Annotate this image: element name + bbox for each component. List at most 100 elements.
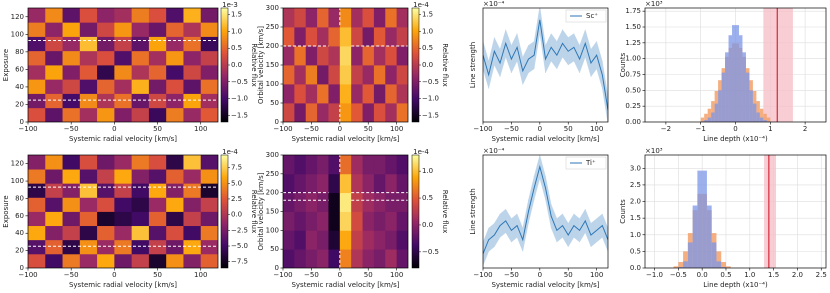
heat-cell [362, 8, 375, 28]
y-axis-label: Counts [619, 199, 627, 224]
x-axis-label: Systemic radial velocity [km/s] [69, 281, 177, 289]
x-tick-label: 1 [768, 125, 772, 133]
y-tick-label: 120 [11, 160, 24, 168]
heat-cell [148, 22, 167, 37]
hist-bar [702, 170, 707, 268]
hist-bar [721, 262, 726, 268]
heat-cell [62, 36, 81, 52]
line [483, 19, 608, 111]
heat-cell [328, 230, 341, 250]
heat-cell [114, 197, 133, 212]
heat-cell [28, 225, 46, 241]
colorbar-tick-label: 5.0 [231, 179, 242, 187]
heat-cell [62, 225, 81, 241]
heat-cell [114, 169, 133, 184]
x-axis-label: Systemic radial velocity [km/s] [291, 135, 399, 143]
panel: Sc⁺ ×10⁻⁴ −100 −50 0 50 100 Systemic radial vel… [469, 0, 609, 143]
y-tick-label: 3.0 [630, 164, 641, 172]
heat-cell [97, 239, 115, 255]
heat-cell [283, 249, 295, 268]
heat-cell [183, 211, 202, 227]
y-tick-label: 100 [11, 177, 24, 185]
heat-cell [45, 65, 63, 80]
heat-cell [373, 173, 386, 194]
heat-cell [62, 8, 81, 23]
colorbar-tick-label: 0.0 [422, 61, 433, 69]
heat-cell [131, 253, 150, 268]
heat-cell [317, 27, 329, 47]
y-tick-label: 0 [275, 264, 279, 272]
heat-cell [385, 46, 398, 66]
x-tick-label: −50 [64, 125, 79, 133]
heat-cell [79, 211, 98, 227]
heat-cell [373, 103, 386, 122]
hist-bar [745, 72, 750, 122]
heat-cell [351, 192, 363, 212]
heat-cell [28, 8, 46, 23]
heat-cell [62, 65, 81, 80]
hist-bar [763, 113, 767, 122]
heat-cell [131, 183, 150, 198]
heat-cell [294, 173, 307, 194]
axes-frame [27, 154, 219, 269]
hist-bar [687, 242, 693, 268]
heat-cell [79, 36, 98, 52]
heat-cell [362, 46, 375, 66]
heat-cell [200, 79, 218, 94]
heat-cell [79, 50, 98, 66]
hist-bar [756, 101, 760, 122]
heat-cell [362, 230, 375, 250]
heat-cell [396, 8, 408, 28]
heat-cell [148, 65, 167, 80]
heat-cell [339, 249, 352, 268]
heat-cell [79, 22, 98, 37]
heat-cell [328, 27, 341, 47]
colorbar [411, 7, 420, 123]
colorbar-scale: 1e-4 [413, 1, 429, 9]
y-tick-label: 0.0 [630, 264, 641, 272]
y-tick-label: 100 [11, 30, 24, 38]
y-tick-label: 20 [15, 247, 24, 255]
colorbar-tick-label: 0.0 [231, 61, 242, 69]
heat-cell [373, 249, 386, 268]
heat-cell [131, 225, 150, 241]
colorbar-tick-label: −1.0 [422, 95, 439, 103]
heat-cell [114, 239, 133, 255]
x-tick-label: 0 [112, 271, 116, 279]
heat-cell [351, 46, 363, 66]
heat-cell [114, 22, 133, 37]
heat-cell [148, 239, 167, 255]
legend-box [565, 156, 607, 170]
heat-cell [148, 50, 167, 66]
heat-cell [328, 84, 341, 104]
colorbar-tick-label: −1.5 [422, 111, 439, 119]
colorbar-tick-label: 0.0 [231, 211, 242, 219]
hist-bar [721, 267, 726, 268]
hist-bar [704, 120, 708, 122]
heat-cell [339, 192, 352, 212]
heat-cell [200, 93, 218, 109]
heat-cell [45, 211, 63, 227]
heat-cell [305, 211, 318, 231]
hist-bar [759, 108, 764, 122]
colorbar [411, 154, 420, 269]
heat-cell [305, 84, 318, 104]
y-axis-label: Counts [619, 52, 627, 77]
hist-bar [716, 261, 722, 268]
y-tick-label: 1.5 [630, 214, 641, 222]
hist-bar [742, 52, 746, 122]
heat-cell [114, 36, 133, 52]
heat-cell [166, 36, 184, 52]
heat-cell [328, 211, 341, 231]
heat-cell [200, 155, 218, 170]
y-tick-label: 300 [266, 4, 279, 12]
hist-bar [752, 103, 757, 122]
legend-box [565, 9, 607, 23]
heat-cell [385, 173, 398, 194]
x-tick-label: −50 [304, 125, 319, 133]
colorbar-tick-label: 0.5 [231, 44, 242, 52]
heat-cell [45, 197, 63, 212]
heat-cell [97, 225, 115, 241]
heat-cell [131, 36, 150, 52]
